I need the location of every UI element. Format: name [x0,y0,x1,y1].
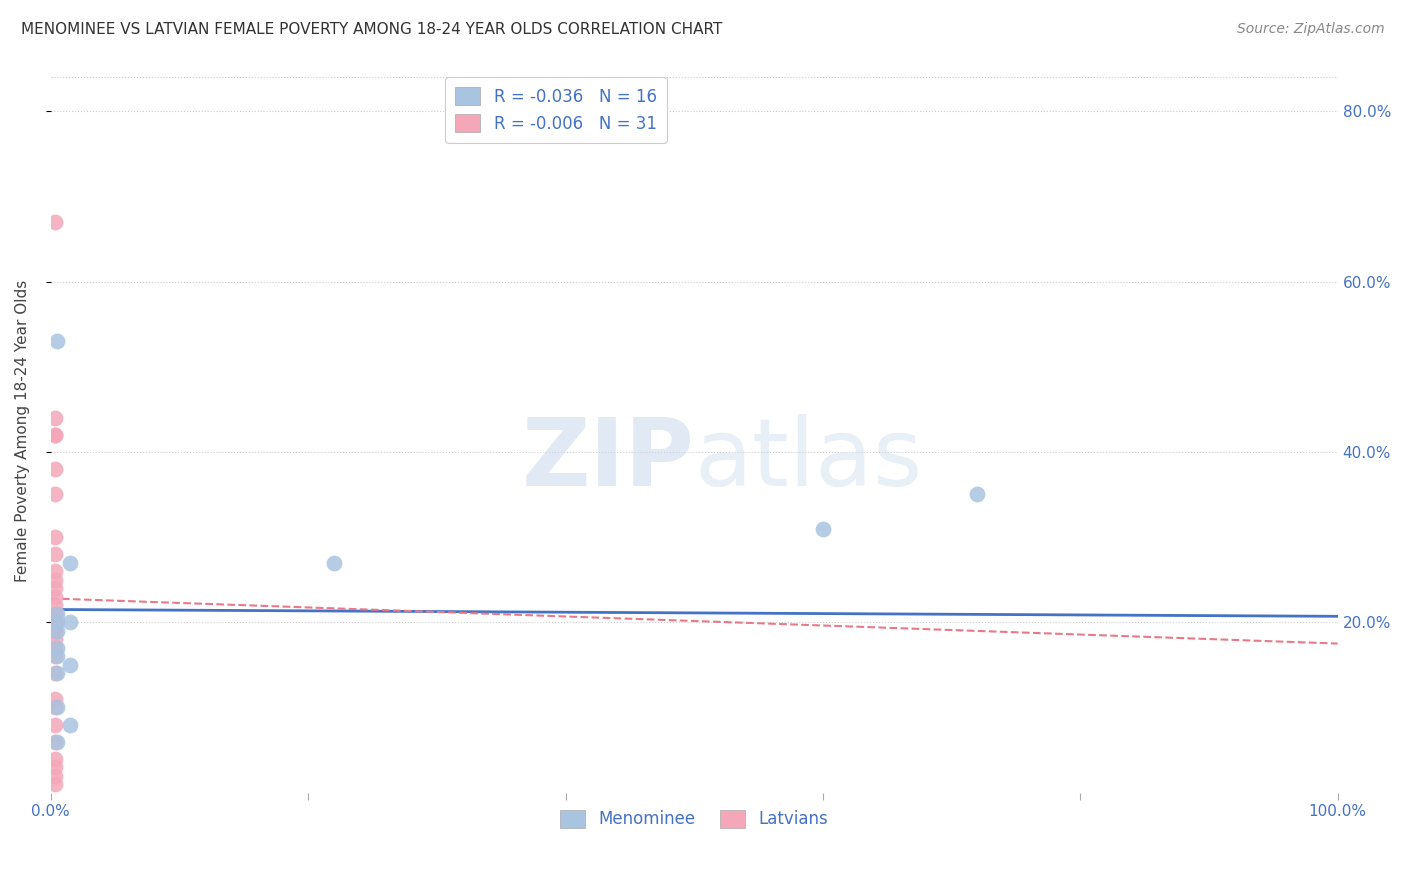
Y-axis label: Female Poverty Among 18-24 Year Olds: Female Poverty Among 18-24 Year Olds [15,279,30,582]
Text: Source: ZipAtlas.com: Source: ZipAtlas.com [1237,22,1385,37]
Point [44,769,66,783]
Point [44,427,66,442]
Point [46,649,69,664]
Point [44,615,66,630]
Point [44,581,66,595]
Point [811,522,834,536]
Point [46,734,69,748]
Point [44,547,66,561]
Text: ZIP: ZIP [522,414,695,506]
Point [44,666,66,681]
Point [44,700,66,714]
Point [59,556,82,570]
Point [323,556,346,570]
Point [59,615,82,630]
Point [44,530,66,544]
Point [44,427,66,442]
Point [46,615,69,630]
Point [44,624,66,638]
Point [44,573,66,587]
Point [966,487,988,501]
Point [44,760,66,774]
Point [44,564,66,578]
Point [44,624,66,638]
Point [44,734,66,748]
Point [44,632,66,647]
Point [44,649,66,664]
Point [44,607,66,621]
Point [44,640,66,655]
Point [44,607,66,621]
Point [44,590,66,604]
Point [44,462,66,476]
Point [59,717,82,731]
Point [44,777,66,791]
Point [46,640,69,655]
Text: atlas: atlas [695,414,922,506]
Point [44,410,66,425]
Point [46,334,69,348]
Point [44,599,66,613]
Legend: Menominee, Latvians: Menominee, Latvians [554,803,835,835]
Text: MENOMINEE VS LATVIAN FEMALE POVERTY AMONG 18-24 YEAR OLDS CORRELATION CHART: MENOMINEE VS LATVIAN FEMALE POVERTY AMON… [21,22,723,37]
Point [46,607,69,621]
Point [46,700,69,714]
Point [44,692,66,706]
Point [44,751,66,765]
Point [46,624,69,638]
Point [59,657,82,672]
Point [44,215,66,229]
Point [44,615,66,630]
Point [44,487,66,501]
Point [44,717,66,731]
Point [46,666,69,681]
